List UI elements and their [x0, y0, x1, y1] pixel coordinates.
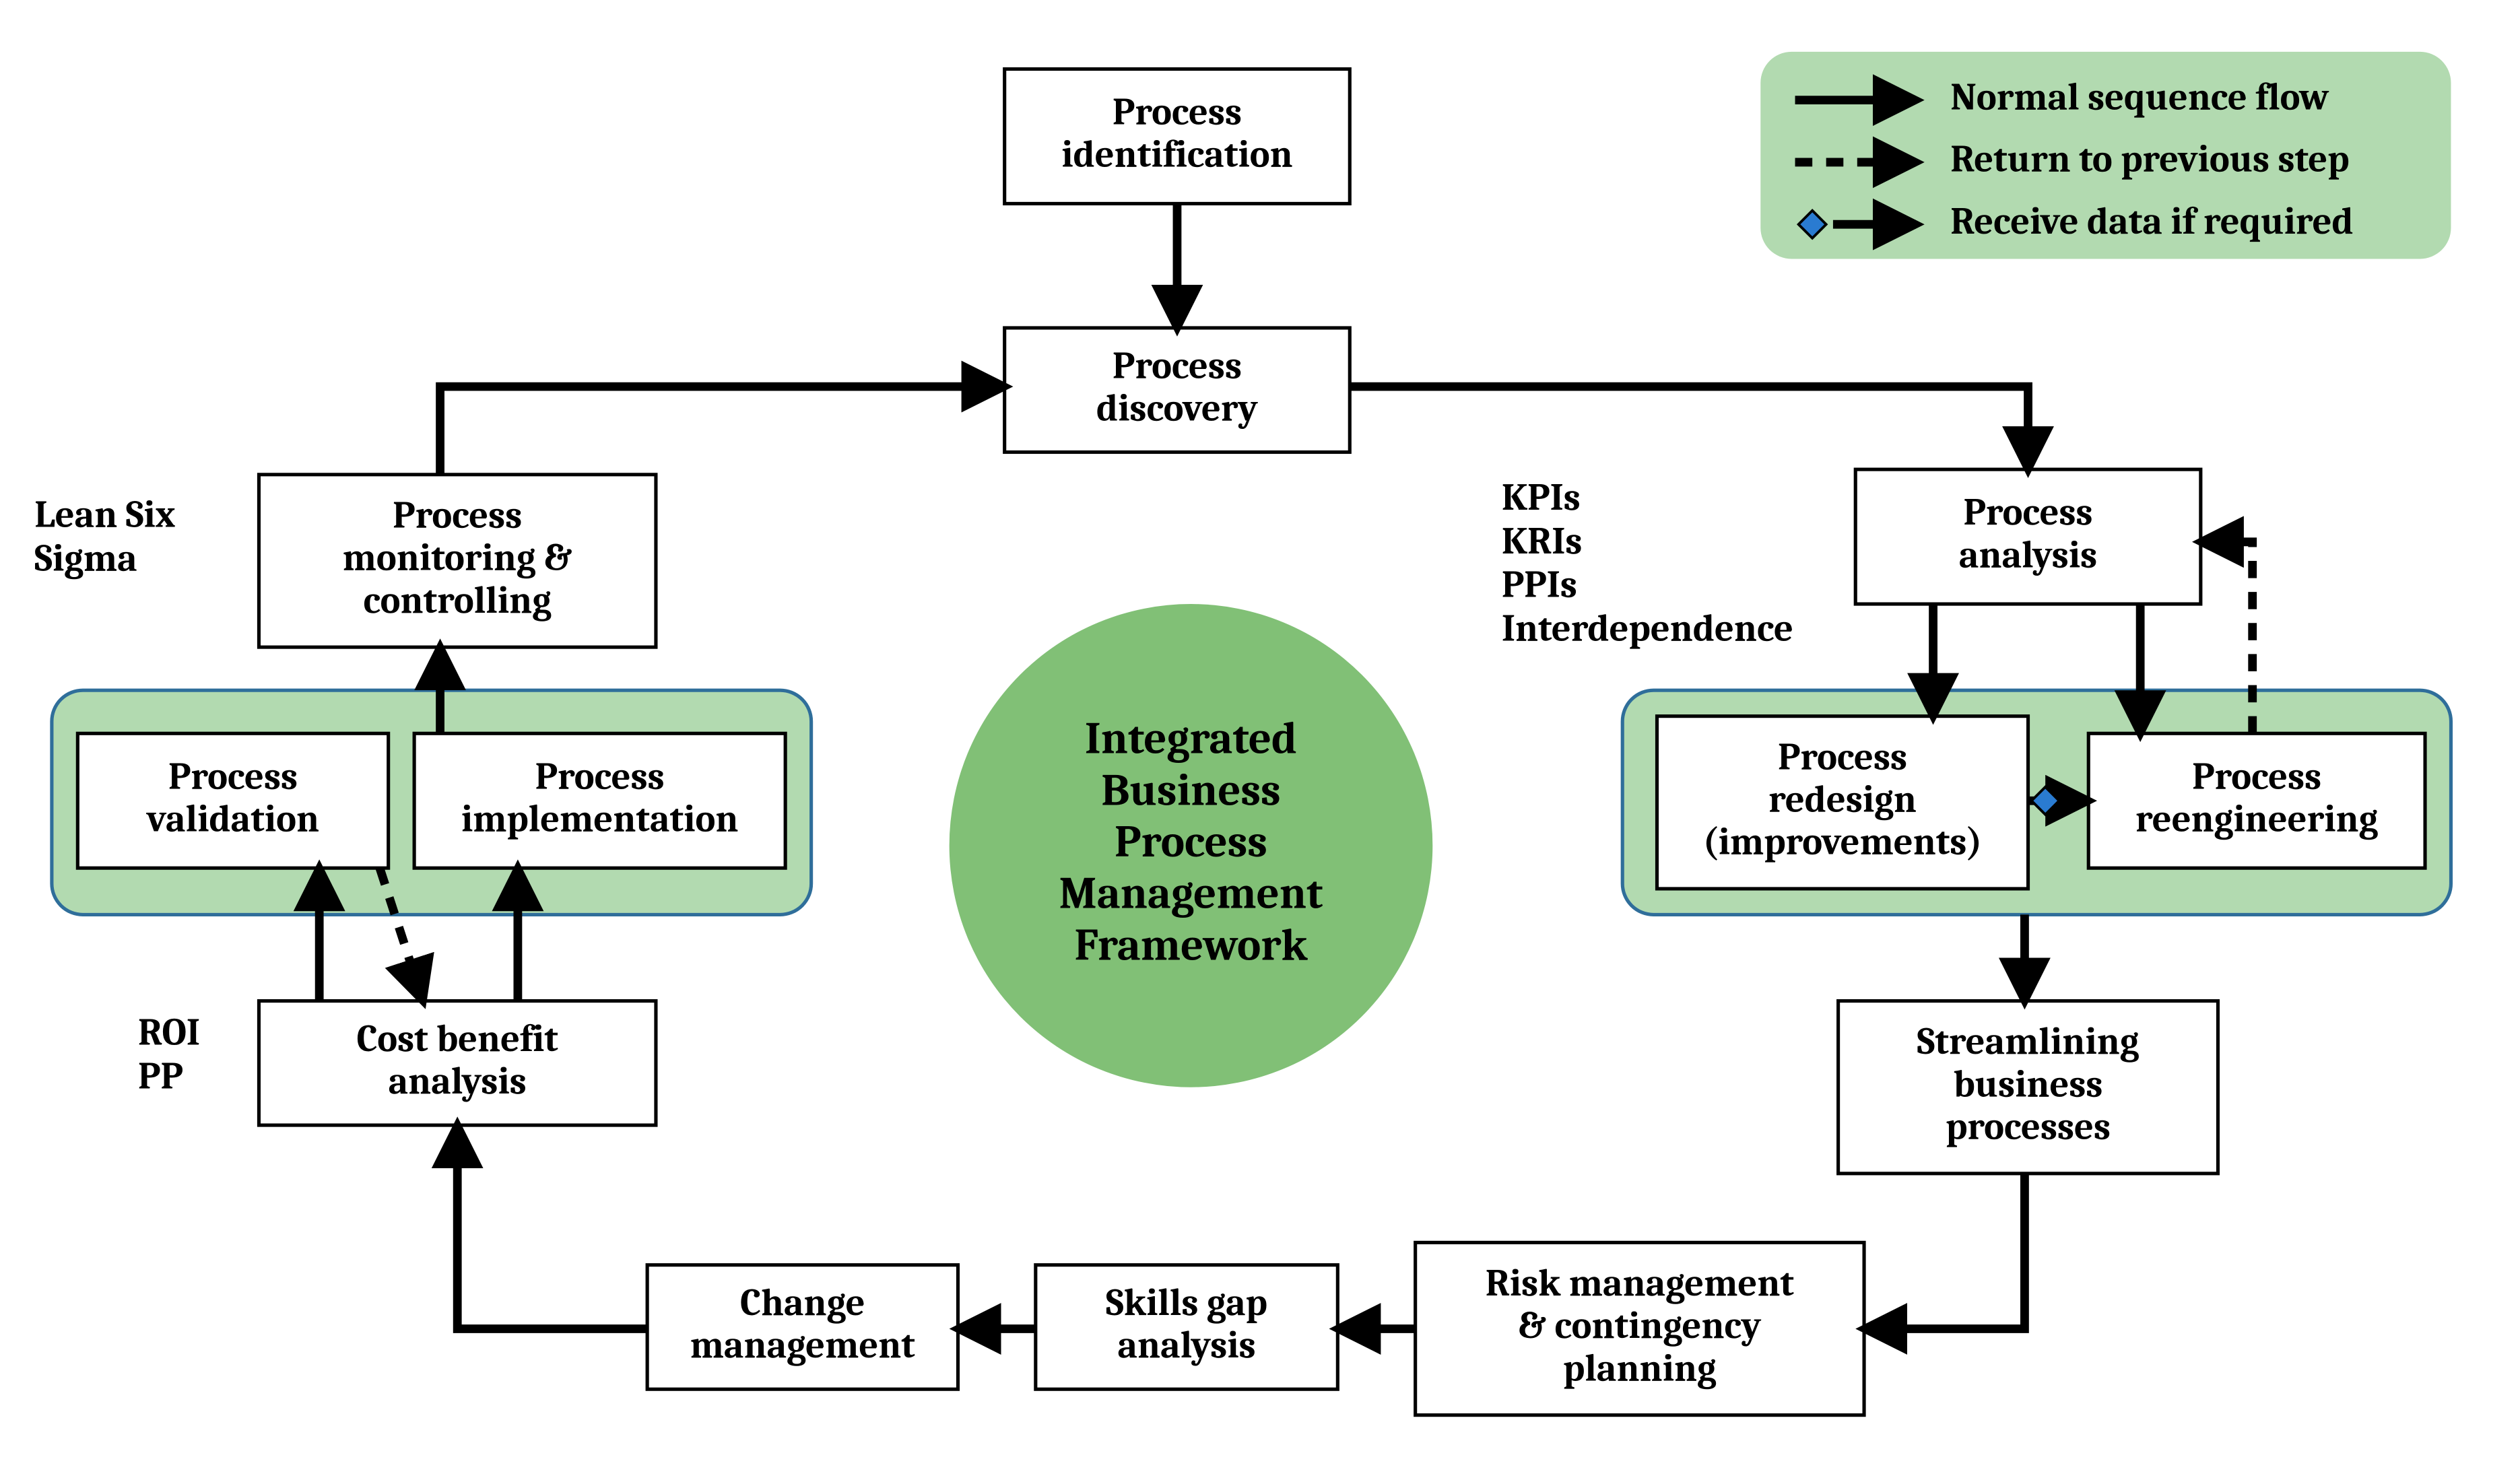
- n-redesign-label: Process: [1778, 735, 1907, 779]
- side-lss: Lean Six: [34, 494, 175, 537]
- center-title-line: Process: [1115, 816, 1267, 868]
- side-roi: PP: [138, 1054, 183, 1098]
- n-redesign-label: redesign: [1768, 778, 1917, 821]
- e2: [1350, 386, 2028, 469]
- n-stream-label: processes: [1946, 1105, 2111, 1149]
- center-title-line: Framework: [1074, 919, 1308, 971]
- n-mon-label: Process: [393, 494, 522, 537]
- n-impl-label: implementation: [461, 797, 739, 841]
- side-kpi: Interdependence: [1502, 607, 1793, 650]
- side-kpi: KPIs: [1502, 476, 1581, 520]
- n-gap-label: Skills gap: [1106, 1281, 1267, 1325]
- n-ident-label: Process: [1113, 91, 1242, 135]
- n-reeng-label: Process: [2192, 755, 2321, 799]
- n-gap-label: analysis: [1117, 1324, 1255, 1368]
- n-risk-label: planning: [1563, 1347, 1717, 1390]
- legend-label: Normal sequence flow: [1950, 75, 2329, 119]
- n-change-label: management: [690, 1324, 916, 1368]
- n-risk-label: Risk management: [1486, 1262, 1795, 1306]
- n-mon-label: controlling: [364, 579, 552, 623]
- n-valid-label: validation: [146, 797, 319, 841]
- n-mon-label: monitoring &: [343, 537, 572, 580]
- n-risk-label: & contingency: [1518, 1304, 1761, 1348]
- n-impl-label: Process: [535, 755, 665, 799]
- legend-label: Receive data if required: [1950, 200, 2353, 244]
- legend-label: Return to previous step: [1950, 138, 2349, 182]
- n-reeng-label: reengineering: [2135, 797, 2379, 841]
- n-ident-label: identification: [1061, 133, 1292, 177]
- n-redesign-label: (improvements): [1703, 821, 1983, 865]
- n-change-label: Change: [740, 1281, 865, 1325]
- e16: [440, 386, 1005, 475]
- center-title-line: Management: [1059, 868, 1324, 920]
- side-lss: Sigma: [34, 537, 137, 580]
- n-anal-label: Process: [1964, 491, 2093, 535]
- side-roi: ROI: [138, 1011, 200, 1054]
- n-disc-label: Process: [1113, 344, 1242, 388]
- n-anal-label: analysis: [1959, 533, 2097, 577]
- n-valid-label: Process: [168, 755, 298, 799]
- side-kpi: PPIs: [1502, 564, 1577, 607]
- center-title-line: Integrated: [1085, 713, 1297, 765]
- e8: [1864, 1174, 2024, 1329]
- n-stream-label: business: [1954, 1063, 2103, 1106]
- side-kpi: KRIs: [1502, 520, 1583, 564]
- e11: [457, 1125, 647, 1328]
- n-cba-label: Cost benefit: [357, 1017, 559, 1061]
- center-title-line: Business: [1101, 764, 1281, 816]
- n-stream-label: Streamlining: [1917, 1020, 2140, 1064]
- n-cba-label: analysis: [389, 1060, 527, 1104]
- n-disc-label: discovery: [1096, 386, 1258, 430]
